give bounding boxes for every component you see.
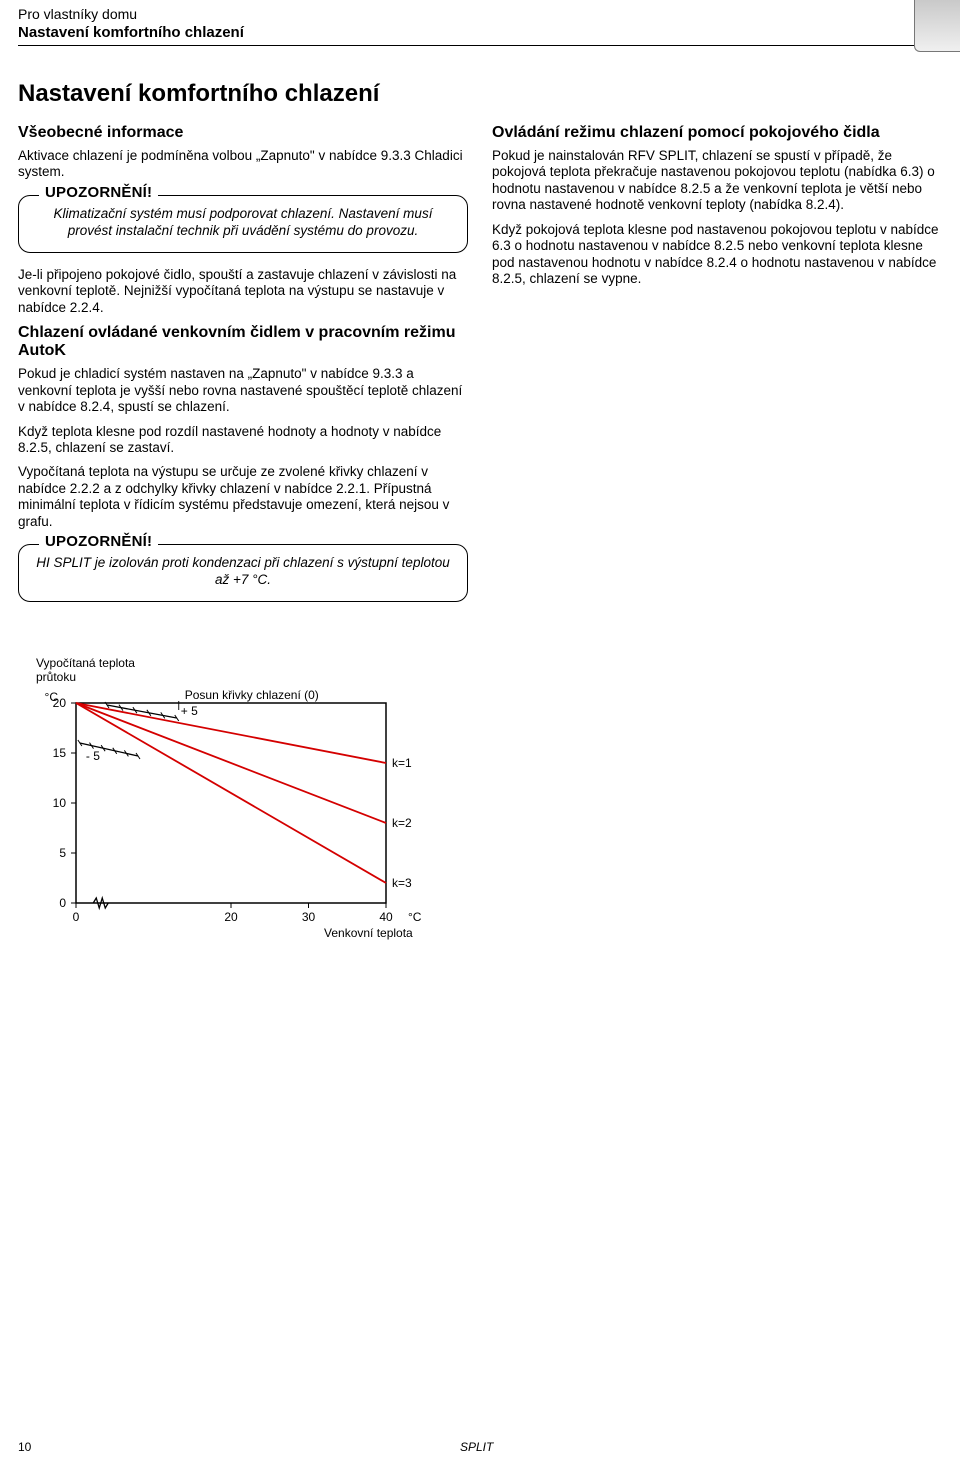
svg-text:15: 15 xyxy=(53,746,67,760)
right-column: Ovládání režimu chlazení pomocí pokojové… xyxy=(492,124,942,616)
svg-text:30: 30 xyxy=(302,910,316,924)
svg-text:- 5: - 5 xyxy=(86,749,100,763)
cooling-curve-chart: Vypočítaná teplota průtoku 20151050°C020… xyxy=(18,656,942,949)
breadcrumb: Pro vlastníky domu xyxy=(18,6,942,22)
svg-text:10: 10 xyxy=(53,796,67,810)
page-title: Nastavení komfortního chlazení xyxy=(18,80,942,108)
svg-text:k=3: k=3 xyxy=(392,876,412,890)
notice-body-1: Klimatizační systém musí podporovat chla… xyxy=(33,206,453,240)
notice-box-2: UPOZORNĚNÍ! HI SPLIT je izolován proti k… xyxy=(18,544,468,602)
notice-box-1: UPOZORNĚNÍ! Klimatizační systém musí pod… xyxy=(18,195,468,253)
section-header: Nastavení komfortního chlazení xyxy=(18,24,942,46)
svg-text:k=2: k=2 xyxy=(392,816,412,830)
svg-text:°C: °C xyxy=(408,910,422,924)
page-number: 10 xyxy=(18,1440,31,1454)
paragraph-general: Aktivace chlazení je podmíněna volbou „Z… xyxy=(18,148,468,181)
notice-title-2: UPOZORNĚNÍ! xyxy=(39,533,158,550)
paragraph-autok-2: Když teplota klesne pod rozdíl nastavené… xyxy=(18,424,468,457)
paragraph-autok-3: Vypočítaná teplota na výstupu se určuje … xyxy=(18,464,468,530)
notice-title-1: UPOZORNĚNÍ! xyxy=(39,184,158,201)
notice-body-2: HI SPLIT je izolován proti kondenzaci př… xyxy=(33,555,453,589)
chart-caption-line1: Vypočítaná teplota xyxy=(36,656,135,670)
svg-text:20: 20 xyxy=(224,910,238,924)
heading-autok: Chlazení ovládané venkovním čidlem v pra… xyxy=(18,324,468,360)
page-footer: 10 SPLIT xyxy=(0,1440,960,1454)
heading-room-sensor: Ovládání režimu chlazení pomocí pokojové… xyxy=(492,124,942,142)
svg-text:Posun křivky chlazení (0): Posun křivky chlazení (0) xyxy=(185,689,319,702)
paragraph-sensor: Je-li připojeno pokojové čidlo, spouští … xyxy=(18,267,468,316)
svg-text:Venkovní teplota: Venkovní teplota xyxy=(324,926,413,940)
svg-text:+ 5: + 5 xyxy=(181,704,198,718)
svg-text:°C: °C xyxy=(45,690,59,704)
paragraph-room-1: Pokud je nainstalován RFV SPLIT, chlazen… xyxy=(492,148,942,214)
paragraph-room-2: Když pokojová teplota klesne pod nastave… xyxy=(492,222,942,288)
svg-text:0: 0 xyxy=(73,910,80,924)
page-tab-corner xyxy=(914,0,960,52)
chart-svg: 20151050°C0203040°CVenkovní teplotak=1k=… xyxy=(36,689,426,949)
svg-text:40: 40 xyxy=(379,910,393,924)
svg-text:0: 0 xyxy=(59,896,66,910)
svg-text:5: 5 xyxy=(59,846,66,860)
footer-doc-name: SPLIT xyxy=(460,1440,493,1454)
heading-general-info: Všeobecné informace xyxy=(18,124,468,142)
svg-text:k=1: k=1 xyxy=(392,756,412,770)
paragraph-autok-1: Pokud je chladicí systém nastaven na „Za… xyxy=(18,366,468,415)
chart-caption-line2: průtoku xyxy=(36,670,76,684)
left-column: Všeobecné informace Aktivace chlazení je… xyxy=(18,124,468,616)
